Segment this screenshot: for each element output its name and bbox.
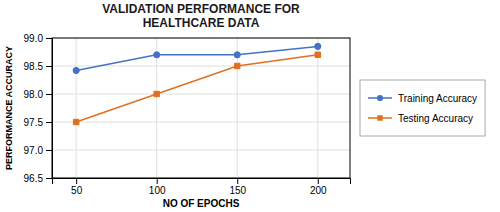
plot-area: [73, 43, 321, 124]
tick-label: 97.5: [24, 117, 44, 128]
grid-line: [52, 150, 350, 151]
tick: 97.0: [24, 145, 52, 156]
grid-line: [317, 38, 318, 178]
tick-mark: [46, 178, 52, 179]
tick-mark: [76, 178, 77, 184]
axis-line: [53, 179, 351, 185]
marker: [73, 67, 79, 73]
tick-mark: [46, 122, 52, 123]
tick-mark: [157, 178, 158, 184]
grid-line: [52, 122, 350, 123]
tick: 100: [149, 178, 166, 196]
series-line: [76, 46, 318, 70]
chart: 50 100 150 200 96.5 97.0 97.5 98.0 98.5 99.0 VALID…: [0, 0, 500, 212]
tick-label: 98.0: [24, 89, 44, 100]
legend-marker: [377, 115, 382, 120]
tick: 99.0: [24, 33, 52, 44]
tick: 96.5: [24, 173, 52, 184]
axis-line: [46, 39, 53, 179]
y-axis: 96.5 97.0 97.5 98.0 98.5 99.0: [24, 33, 53, 184]
marker: [154, 91, 159, 96]
tick: 150: [229, 178, 246, 196]
tick-label: 99.0: [24, 33, 44, 44]
x-axis: 50 100 150 200: [53, 178, 351, 196]
legend-item: Training Accuracy: [368, 93, 477, 104]
marker: [73, 119, 78, 124]
tick: 98.5: [24, 61, 52, 72]
grid-line: [52, 94, 350, 95]
tick-label: 200: [310, 185, 327, 196]
tick: 50: [71, 178, 83, 196]
marker: [315, 43, 321, 49]
tick-label: 96.5: [24, 173, 44, 184]
legend-label: Training Accuracy: [398, 93, 477, 104]
plot-frame: [52, 38, 350, 178]
legend-marker: [377, 95, 383, 101]
legend-frame: [360, 80, 485, 136]
series-line: [76, 55, 318, 122]
tick-mark: [46, 94, 52, 95]
grid: [52, 38, 350, 178]
tick: 98.0: [24, 89, 52, 100]
legend: Training Accuracy Testing Accuracy: [360, 80, 485, 136]
legend-label: Testing Accuracy: [398, 113, 473, 124]
grid-line: [237, 38, 238, 178]
grid-line: [156, 38, 157, 178]
marker: [315, 52, 320, 57]
tick-label: 150: [229, 185, 246, 196]
legend-item: Testing Accuracy: [368, 113, 473, 124]
marker: [235, 63, 240, 68]
tick-mark: [46, 38, 52, 39]
marker: [154, 52, 160, 58]
tick: 200: [310, 178, 327, 196]
tick-label: 98.5: [24, 61, 44, 72]
marker: [234, 52, 240, 58]
tick: 97.5: [24, 117, 52, 128]
grid-line: [76, 38, 77, 178]
x-axis-title: NO OF EPOCHS: [163, 198, 240, 209]
tick-mark: [46, 66, 52, 67]
tick-label: 50: [71, 185, 83, 196]
tick-mark: [237, 178, 238, 184]
tick-mark: [318, 178, 319, 184]
tick-mark: [46, 150, 52, 151]
y-axis-title: PERFORMANCE ACCURACY: [4, 46, 14, 170]
tick-label: 100: [149, 185, 166, 196]
tick-label: 97.0: [24, 145, 44, 156]
title: VALIDATION PERFORMANCE FORHEALTHCARE DAT…: [102, 2, 300, 30]
